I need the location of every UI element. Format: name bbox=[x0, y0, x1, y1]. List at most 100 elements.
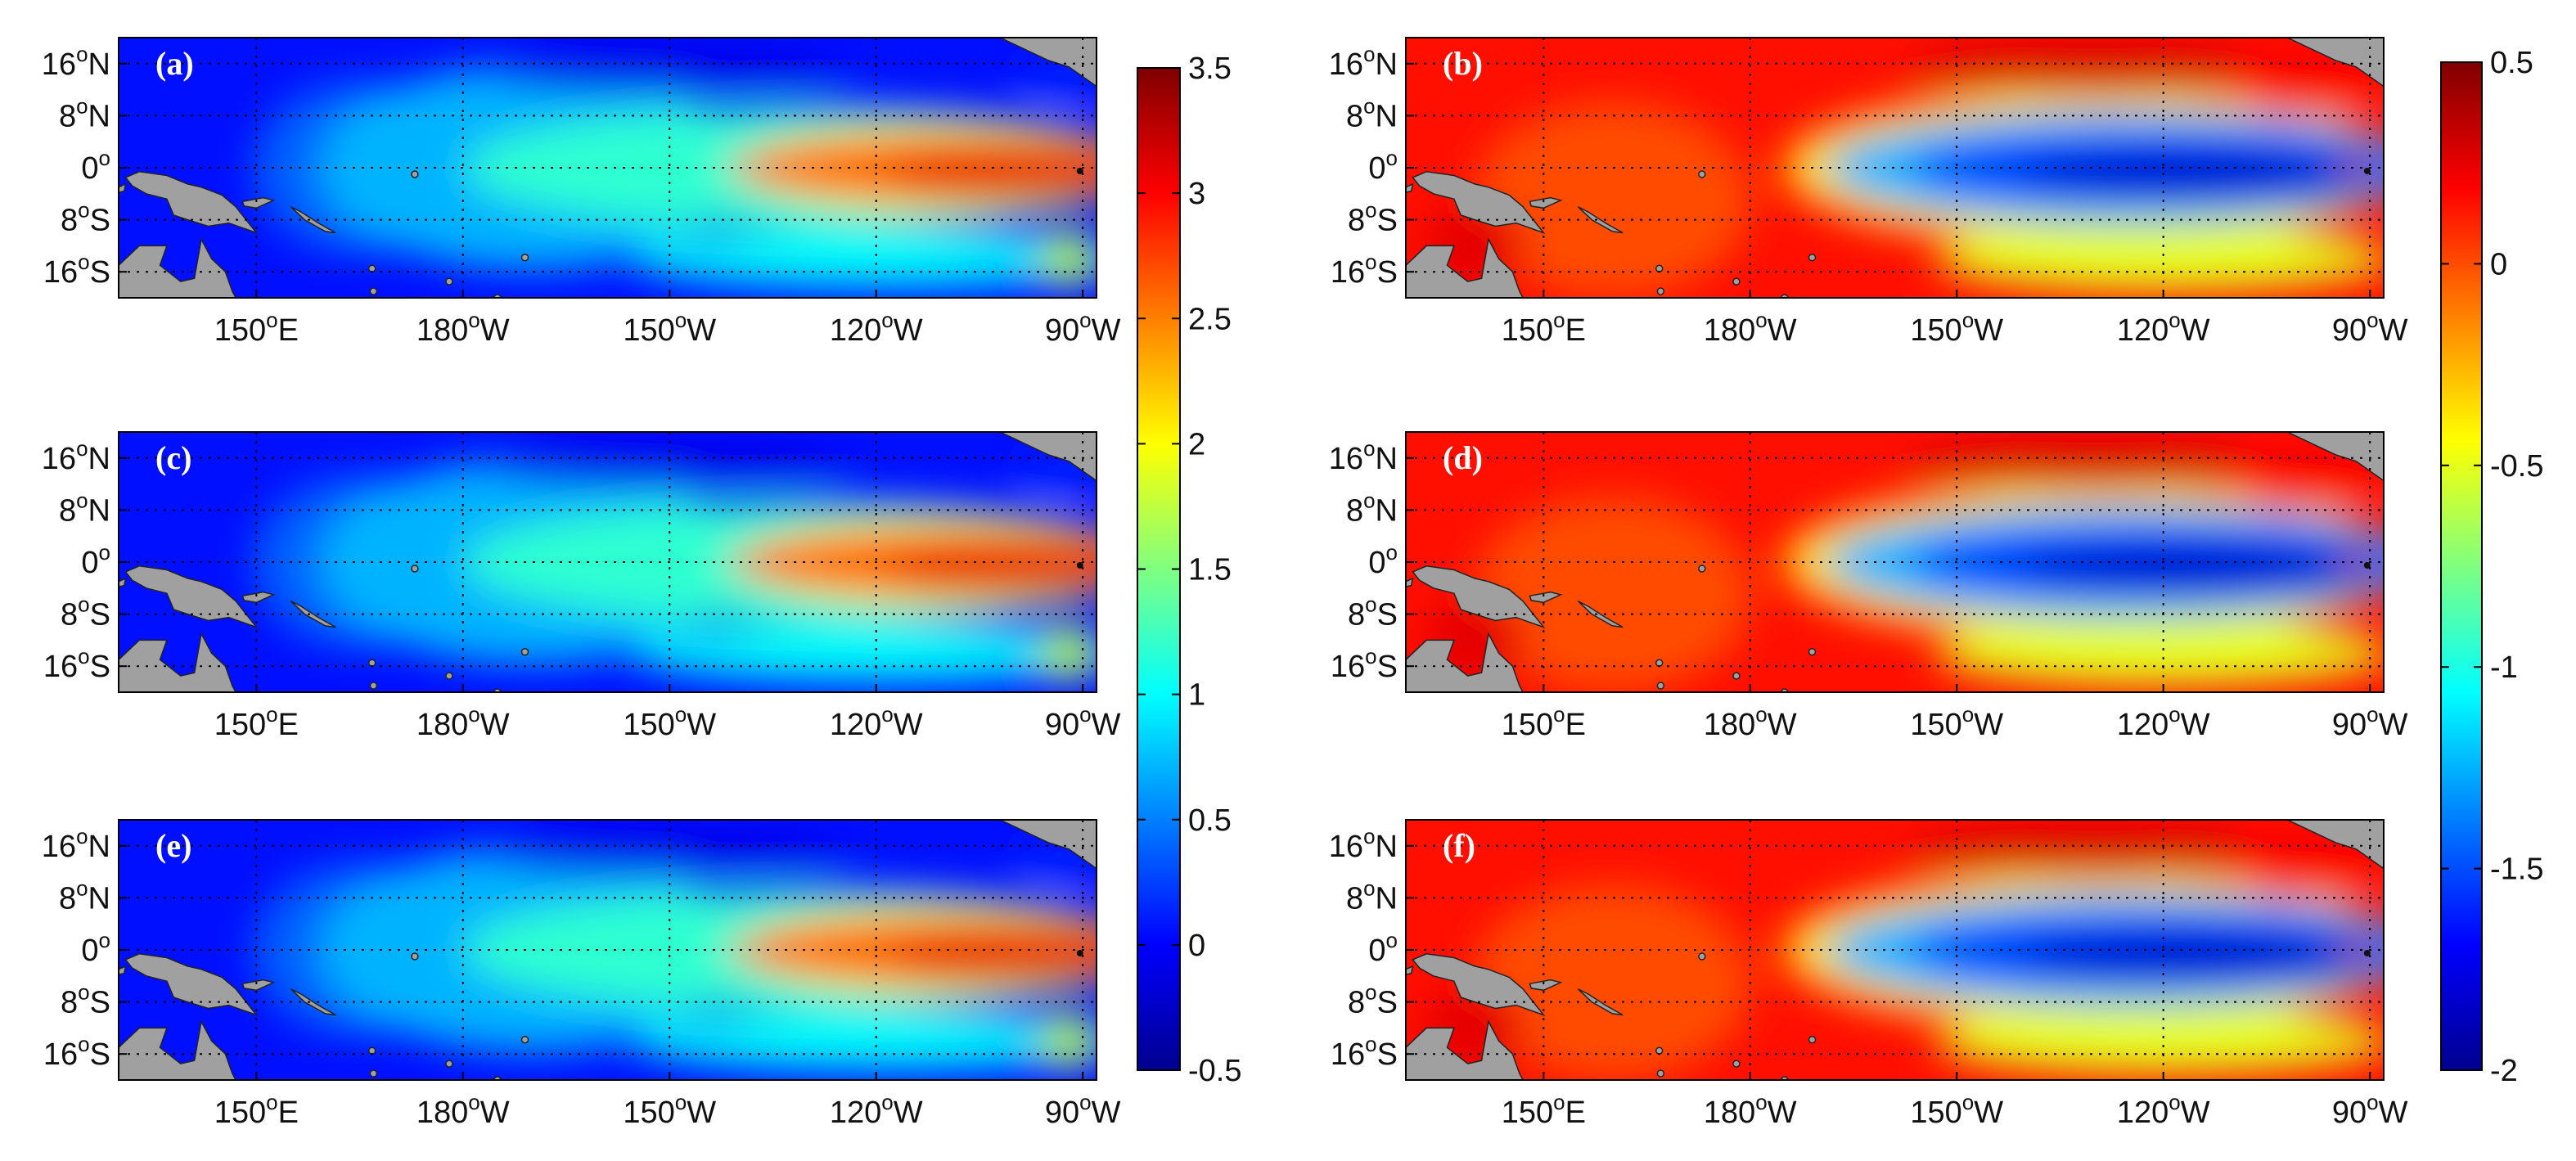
land-new-guinea bbox=[124, 171, 259, 235]
land-solomon-islands bbox=[290, 601, 336, 628]
land-small-island bbox=[1655, 659, 1664, 667]
y-tick-label: 8oS bbox=[1348, 980, 1398, 1020]
map-area bbox=[1406, 432, 2384, 692]
panel-label: (d) bbox=[1443, 439, 1483, 476]
map-area bbox=[119, 38, 1097, 298]
colorbar-gradient bbox=[2440, 61, 2483, 1071]
land-small-island bbox=[1698, 170, 1706, 178]
panel-b: 150oE 180oW 150oW 120oW 90oW 16oN 8oN 0o 8oS 16oS… bbox=[1329, 37, 2408, 348]
panel-f: 150oE 180oW 150oW 120oW 90oW 16oN 8oN 0o 8oS 16oS… bbox=[1329, 819, 2408, 1130]
field-pattern bbox=[1425, 439, 2384, 692]
land-small-island bbox=[1808, 1035, 1817, 1044]
x-tick-label: 120oW bbox=[830, 1090, 923, 1130]
panel-e: 150oE 180oW 150oW 120oW 90oW 16oN 8oN 0o 8oS 16oS… bbox=[42, 819, 1121, 1130]
field-blob bbox=[489, 441, 850, 488]
land-small-island bbox=[369, 287, 378, 295]
land-small-island bbox=[520, 253, 529, 262]
field-blob bbox=[2341, 935, 2371, 965]
colorbar-right: 0.5 0 -0.5 -1 -1.5 -2 bbox=[2440, 46, 2543, 1088]
field-blob bbox=[1473, 496, 1752, 692]
colorbar-tick-label: 2.5 bbox=[1188, 302, 1232, 336]
land-central-america bbox=[2286, 820, 2384, 870]
x-tick-label: 150oW bbox=[623, 1090, 716, 1130]
land-galapagos bbox=[1076, 167, 1083, 174]
colorbar-tick-label: 0.5 bbox=[2490, 46, 2533, 80]
x-tick-label: 120oW bbox=[830, 702, 923, 742]
y-tick-label: 16oN bbox=[42, 824, 110, 864]
land-small-island bbox=[1732, 277, 1741, 286]
land-small-island bbox=[1656, 682, 1665, 690]
land-small-island bbox=[445, 1060, 453, 1068]
land-australia bbox=[1406, 632, 1524, 692]
panel-d: 150oE 180oW 150oW 120oW 90oW 16oN 8oN 0o 8oS 16oS… bbox=[1329, 431, 2408, 742]
field-blob bbox=[2017, 543, 2378, 593]
field-blob bbox=[883, 545, 1097, 592]
field-blob bbox=[489, 829, 850, 875]
x-tick-label: 150oW bbox=[1910, 308, 2003, 348]
field-pattern bbox=[253, 435, 1097, 682]
y-tick-label: 16oS bbox=[1331, 250, 1398, 290]
y-tick-label: 8oS bbox=[61, 592, 110, 632]
panel-label: (f) bbox=[1443, 827, 1475, 864]
x-tick-label: 150oW bbox=[1910, 702, 2003, 742]
land-central-america bbox=[999, 820, 1097, 870]
panel-label: (a) bbox=[155, 45, 194, 82]
panel-label: (c) bbox=[155, 439, 191, 476]
panel-label: (b) bbox=[1443, 45, 1483, 82]
y-tick-label: 16oN bbox=[42, 42, 110, 82]
y-tick-label: 8oS bbox=[1348, 592, 1398, 632]
x-tick-label: 150oW bbox=[1910, 1090, 2003, 1130]
y-tick-label: 0o bbox=[81, 146, 110, 186]
field-blob bbox=[630, 230, 1097, 288]
land-new-guinea bbox=[1412, 953, 1546, 1017]
colorbar-tick-label: -0.5 bbox=[1188, 1054, 1241, 1088]
y-tick-label: 16oN bbox=[42, 436, 110, 476]
colorbar-tick-label: 2 bbox=[1188, 427, 1205, 461]
x-tick-label: 120oW bbox=[2117, 1090, 2210, 1130]
field-blob bbox=[1040, 230, 1097, 288]
land-solomon-islands bbox=[290, 988, 336, 1016]
land-small-island bbox=[1808, 647, 1817, 656]
x-tick-label: 150oE bbox=[1502, 1090, 1586, 1130]
land-small-island bbox=[1698, 952, 1706, 961]
map-area bbox=[1406, 820, 2384, 1080]
field-blob bbox=[1473, 101, 1752, 298]
map-area bbox=[119, 432, 1097, 692]
land-small-island bbox=[411, 170, 419, 178]
y-tick-label: 8oS bbox=[61, 980, 110, 1020]
y-tick-label: 8oN bbox=[59, 93, 110, 133]
land-small-island bbox=[445, 277, 453, 286]
x-tick-label: 180oW bbox=[417, 702, 510, 742]
y-tick-label: 16oS bbox=[1331, 644, 1398, 684]
field-blob bbox=[883, 151, 1097, 197]
land-galapagos bbox=[2363, 561, 2371, 569]
field-blob bbox=[2227, 832, 2376, 898]
y-tick-label: 0o bbox=[81, 928, 110, 968]
y-tick-label: 16oS bbox=[43, 1032, 110, 1072]
y-tick-label: 16oS bbox=[43, 644, 110, 684]
x-tick-label: 180oW bbox=[417, 308, 510, 348]
y-tick-label: 16oS bbox=[43, 250, 110, 290]
land-new-britain bbox=[241, 979, 276, 992]
land-solomon-islands bbox=[290, 206, 336, 234]
land-islands-west bbox=[1406, 182, 1414, 193]
colorbar-tick-label: 0.5 bbox=[1188, 803, 1232, 838]
field-blob bbox=[2017, 931, 2378, 981]
field-blob bbox=[1934, 1008, 2384, 1074]
land-small-island bbox=[369, 682, 378, 690]
y-tick-label: 8oS bbox=[61, 198, 110, 238]
x-tick-label: 90oW bbox=[1045, 1090, 1121, 1130]
x-tick-label: 150oE bbox=[214, 308, 299, 348]
field-blob bbox=[1906, 439, 2283, 489]
land-new-guinea bbox=[124, 565, 259, 629]
field-pattern bbox=[253, 823, 1097, 1070]
x-tick-label: 90oW bbox=[2332, 702, 2408, 742]
field-blob bbox=[2227, 444, 2376, 511]
land-small-island bbox=[367, 659, 376, 667]
map-area bbox=[119, 820, 1097, 1080]
y-tick-label: 16oS bbox=[1331, 1032, 1398, 1072]
x-tick-label: 120oW bbox=[2117, 702, 2210, 742]
x-tick-label: 120oW bbox=[2117, 308, 2210, 348]
land-galapagos bbox=[2363, 167, 2371, 174]
field-blob bbox=[2017, 149, 2378, 199]
